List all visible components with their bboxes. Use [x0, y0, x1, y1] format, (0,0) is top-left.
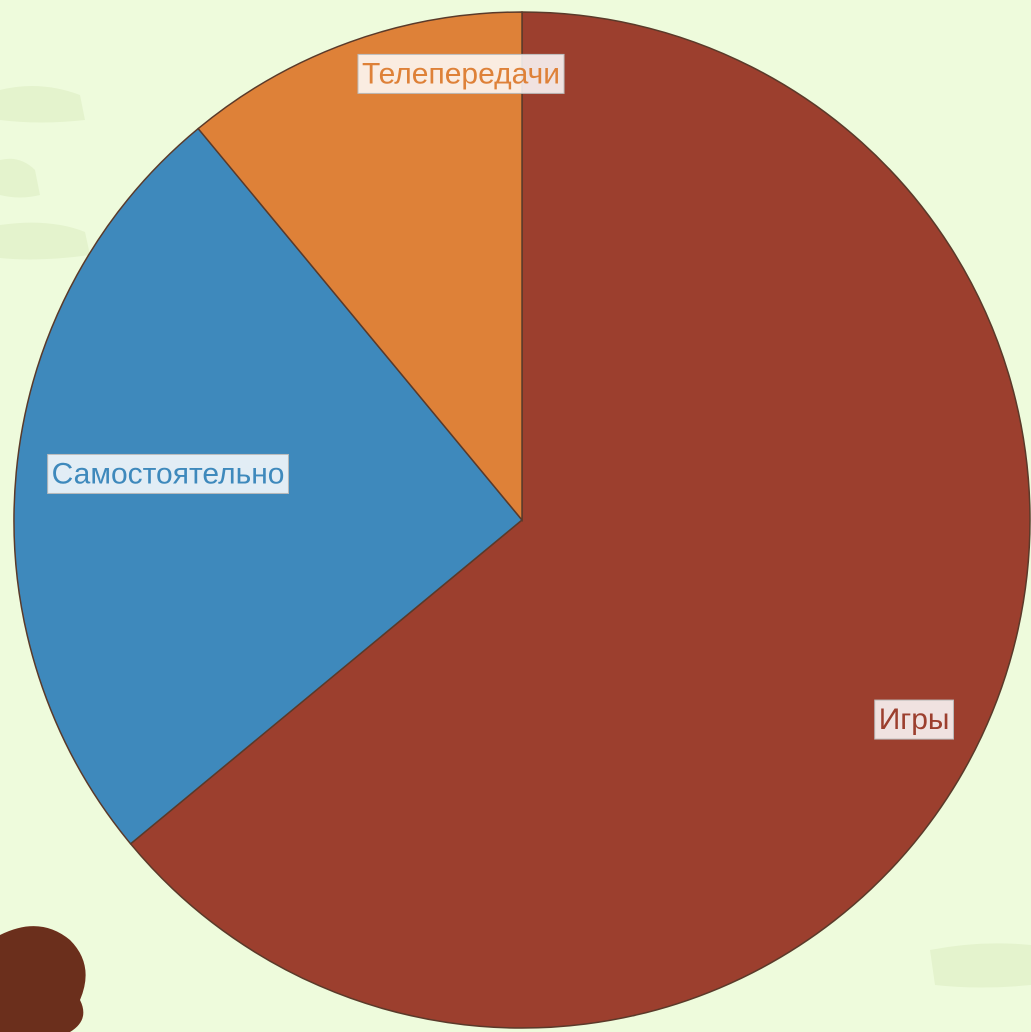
slice-label: Самостоятельно: [52, 457, 285, 490]
decor-stroke: [0, 223, 90, 260]
pie: [14, 12, 1030, 1028]
slice-label: Игры: [879, 703, 950, 736]
decor-hair: [0, 926, 86, 1032]
decor-stroke: [930, 943, 1031, 987]
decor-stroke: [0, 86, 85, 123]
chart: Игры Самостоятельно Телепередачи: [0, 0, 1031, 1032]
decor-stroke: [0, 159, 40, 198]
slice-label: Телепередачи: [362, 57, 560, 90]
